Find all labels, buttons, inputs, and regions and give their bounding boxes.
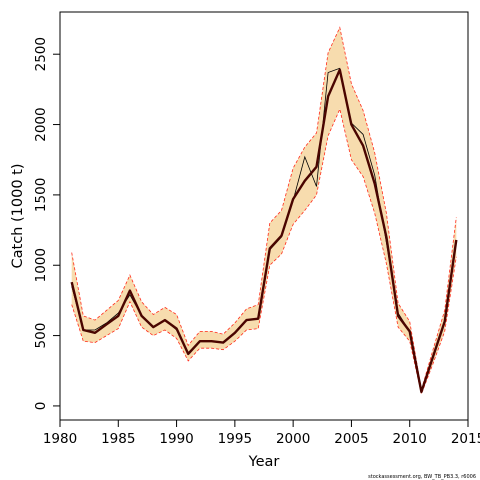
y-tick-label: 1500 [33, 178, 49, 212]
lower-bound-line [71, 107, 457, 396]
y-tick-label: 2500 [33, 37, 49, 71]
plot-area [70, 26, 458, 396]
x-tick-label: 2015 [451, 431, 480, 447]
upper-bound-line [71, 26, 457, 390]
plot-frame [59, 11, 469, 421]
x-tick-label: 1990 [159, 431, 193, 447]
x-tick-label: 2005 [334, 431, 368, 447]
x-tick-label: 2000 [276, 431, 310, 447]
footer-credit: stockassessment.org, BW_TB_PB3.3, r6006 [368, 474, 476, 480]
y-tick-label: 500 [33, 323, 49, 349]
y-tick-label: 1000 [33, 248, 49, 282]
x-tick-label: 1980 [43, 431, 77, 447]
x-axis-title: Year [248, 454, 280, 470]
estimated-catch-line [70, 68, 458, 394]
x-tick-label: 1985 [101, 431, 135, 447]
x-tick-label: 2010 [393, 431, 427, 447]
x-axis: 1980 1985 1990 1995 2000 2005 2010 2015 [43, 420, 480, 447]
y-tick-label: 0 [33, 402, 49, 411]
x-tick-label: 1995 [218, 431, 252, 447]
y-tick-label: 2000 [33, 107, 49, 141]
y-axis: 0 500 1000 1500 2000 2500 [33, 37, 60, 410]
confidence-band [71, 27, 457, 394]
y-axis-title: Catch (1000 t) [10, 164, 26, 269]
